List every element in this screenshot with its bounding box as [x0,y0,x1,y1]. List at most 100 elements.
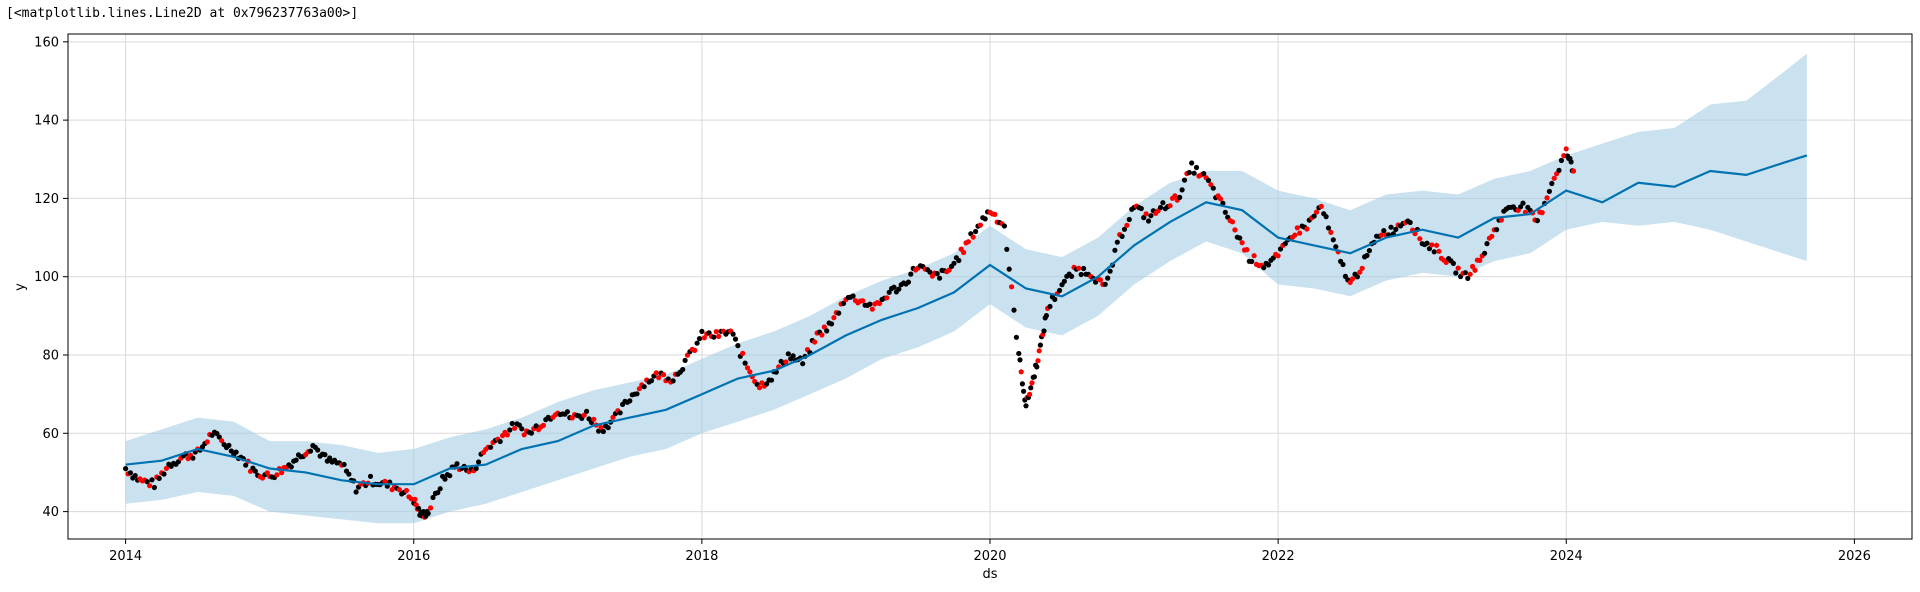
highlighted-point [1417,236,1423,242]
x-tick-label: 2018 [685,549,718,564]
highlighted-point [1539,210,1545,216]
history-point [1119,233,1125,239]
history-point [288,464,294,470]
x-tick-label: 2016 [397,549,430,564]
highlighted-point [1357,269,1363,275]
highlighted-point [610,414,616,420]
history-point [1265,262,1272,268]
history-point [1078,271,1084,278]
history-point [1186,169,1192,176]
history-point [1037,342,1043,348]
highlighted-point [1029,380,1035,386]
history-point [1121,226,1128,232]
highlighted-point [504,432,510,438]
history-point [1041,328,1047,334]
x-tick-label: 2022 [1262,549,1295,564]
highlighted-point [204,439,210,445]
highlighted-point [660,372,667,378]
history-point [1069,273,1075,279]
history-point [1366,248,1372,254]
history-point [1023,403,1029,409]
history-point [1013,334,1020,340]
highlighted-point [1318,203,1324,209]
history-point [1518,204,1524,210]
history-point [1114,239,1120,245]
highlighted-point [1009,284,1015,290]
history-point [896,286,902,292]
highlighted-point [701,335,707,341]
highlighted-point [716,333,722,339]
highlighted-point [591,416,597,422]
highlighted-point [756,385,763,391]
history-point [1210,185,1216,191]
highlighted-point [1292,232,1298,238]
highlighted-point [636,386,643,392]
history-point [1482,250,1488,256]
history-point [127,470,133,476]
history-point [425,510,431,517]
history-point [1145,218,1152,224]
y-tick-label: 160 [34,35,59,50]
history-point [1325,225,1332,231]
x-tick-label: 2024 [1550,549,1583,564]
highlighted-point [692,347,698,353]
history-point [699,328,705,334]
highlighted-point [965,239,972,245]
history-point [785,351,791,357]
history-point [497,438,503,445]
history-point [1237,235,1243,241]
highlighted-point [961,249,967,256]
history-point [228,448,234,454]
history-point [307,448,314,454]
history-point [454,461,460,467]
history-point [1107,268,1113,274]
history-point [732,336,739,342]
history-point [956,257,962,264]
history-point [132,473,138,479]
highlighted-point [884,295,890,301]
history-point [346,471,352,477]
history-points [123,146,1577,520]
history-point [1031,374,1037,380]
highlighted-point [396,487,402,493]
history-point [605,425,611,431]
highlighted-point [1313,209,1320,215]
history-point [528,430,535,436]
history-point [641,384,647,390]
history-point [144,479,150,485]
history-point [764,381,770,387]
history-point [1179,187,1185,193]
y-tick-label: 140 [34,114,59,129]
highlighted-point [1251,253,1257,259]
history-point [927,269,933,275]
history-point [1354,274,1360,280]
history-point [151,484,157,491]
highlighted-point [403,487,410,494]
history-point [1340,261,1346,268]
x-axis-ticks: 2014 2016 2018 2020 2022 2024 2026 [109,539,1871,564]
highlighted-point [1443,259,1449,265]
highlighted-point [279,470,285,476]
history-point [682,357,688,363]
highlighted-point [1027,391,1033,397]
history-point [1393,226,1399,232]
highlighted-point [744,365,751,371]
history-point [442,476,448,482]
highlighted-point [511,425,518,431]
history-point [1052,296,1058,302]
highlighted-point [713,329,719,335]
history-point [627,398,633,404]
history-point [315,447,321,453]
highlighted-point [1378,232,1384,238]
history-point [694,340,700,346]
history-point [790,353,796,359]
history-point [1546,188,1552,194]
history-point [519,426,525,432]
history-point [1160,200,1166,206]
history-point [1148,213,1154,219]
x-tick-label: 2026 [1838,549,1871,564]
history-point [1450,260,1456,266]
highlighted-point [1167,203,1173,209]
uncertainty-band [125,53,1807,524]
history-point [1462,270,1468,276]
